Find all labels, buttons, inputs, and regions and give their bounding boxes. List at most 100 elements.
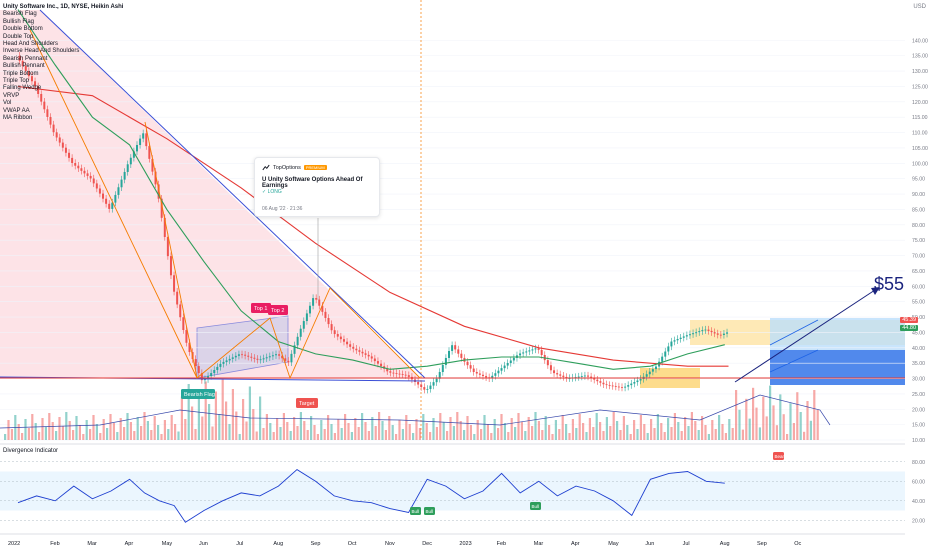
legend-item[interactable]: Double Bottom — [3, 26, 43, 33]
volume-bar — [429, 432, 432, 440]
candle-body — [256, 358, 259, 360]
volume-bar — [694, 421, 697, 440]
volume-bar — [789, 403, 792, 440]
top-2-label: Top 2 — [271, 308, 284, 314]
volume-bar — [354, 418, 357, 440]
candle-body — [135, 144, 138, 152]
candle-body — [157, 184, 160, 199]
candle-body — [241, 354, 244, 356]
volume-bar — [327, 415, 330, 440]
candle-body — [182, 317, 185, 331]
top-1-label-box — [251, 303, 271, 313]
volume-bar — [738, 409, 741, 440]
legend-item[interactable]: Triple Top — [3, 78, 30, 85]
candle-body — [74, 163, 77, 166]
volume-bar — [146, 421, 149, 440]
candle-body — [562, 375, 565, 377]
candle-body — [429, 385, 432, 389]
candle-body — [466, 361, 469, 366]
volume-bar — [707, 434, 710, 440]
idea-headline[interactable]: U Unity Software Options Ahead Of Earnin… — [262, 177, 363, 189]
volume-bar — [650, 419, 653, 440]
target-label: Target — [299, 401, 315, 407]
price-tick-label: 20.00 — [912, 407, 925, 413]
candle-body — [216, 366, 219, 370]
medium-moving-average — [17, 9, 725, 370]
volume-bar — [391, 425, 394, 440]
legend-item[interactable]: Double Top — [3, 33, 34, 40]
volume-bar — [731, 428, 734, 440]
volume-bar — [129, 422, 132, 440]
legend-item[interactable]: VWAP AA — [3, 107, 30, 114]
candle-body — [500, 368, 503, 371]
legend-item[interactable]: Bullish Flag — [3, 18, 35, 25]
volume-bar — [510, 418, 513, 440]
volume-bar — [347, 423, 350, 440]
candle-body — [525, 351, 528, 353]
price-tick-label: 25.00 — [912, 392, 925, 398]
volume-bar — [310, 416, 313, 440]
candle-body — [336, 334, 339, 337]
volume-bar — [476, 420, 479, 440]
volume-bar — [473, 434, 476, 440]
volume-bar — [38, 432, 41, 440]
candle-body — [92, 178, 95, 184]
candle-body — [278, 354, 281, 356]
idea-card[interactable]: TopOptions PREMIUM U Unity Software Opti… — [254, 157, 380, 217]
candle-body — [620, 387, 623, 388]
legend-item[interactable]: Bullish Pennant — [3, 63, 45, 70]
legend-item[interactable]: Falling Wedge — [3, 85, 42, 92]
legend-item[interactable]: Inverse Head And Shoulders — [3, 48, 80, 55]
volume-bar — [211, 426, 214, 440]
volume-bar — [636, 429, 639, 440]
candle-body — [654, 366, 657, 370]
volume-bar — [677, 422, 680, 440]
legend-item[interactable]: Triple Bottom — [3, 70, 39, 77]
volume-bar — [639, 415, 642, 440]
volume-bar — [796, 392, 799, 440]
candle-body — [695, 332, 698, 334]
candle-body — [333, 330, 336, 335]
candle-body — [704, 329, 707, 331]
volume-bar — [255, 431, 258, 440]
volume-bar — [653, 428, 656, 440]
volume-bar — [357, 427, 360, 440]
idea-author[interactable]: TopOptions — [273, 164, 301, 171]
candle-body — [151, 158, 154, 172]
legend-item[interactable]: Bearish Flag — [3, 11, 37, 18]
candle-body — [237, 354, 240, 356]
candle-body — [287, 360, 290, 363]
volume-bar — [323, 429, 326, 440]
volume-bar — [517, 413, 520, 440]
volume-bar — [41, 418, 44, 440]
candle-body — [568, 378, 571, 379]
candle-body — [726, 332, 729, 334]
volume-bar — [306, 430, 309, 440]
volume-bar — [320, 420, 323, 440]
candle-body — [364, 353, 367, 355]
volume-bar — [701, 416, 704, 440]
legend-item[interactable]: VRVP — [3, 92, 20, 99]
candle-body — [661, 356, 664, 362]
legend-item[interactable]: Head And Shoulders — [3, 41, 59, 48]
legend-item[interactable]: Bearish Pennant — [3, 55, 48, 62]
legend-item[interactable]: Vol — [3, 100, 12, 107]
volume-bar — [187, 384, 190, 440]
candle-body — [95, 183, 98, 189]
legend-item[interactable]: MA Ribbon — [3, 115, 33, 122]
volume-bar — [452, 426, 455, 440]
legend-title: Unity Software Inc., 1D, NYSE, Heikin As… — [3, 4, 124, 10]
volume-bar — [772, 405, 775, 440]
volume-bar — [422, 414, 425, 440]
candle-body — [370, 356, 373, 359]
volume-bar — [626, 425, 629, 440]
candle-body — [713, 332, 716, 334]
volume-bar — [388, 416, 391, 440]
candle-body — [324, 311, 327, 318]
candle-body — [376, 361, 379, 364]
volume-bar — [435, 427, 438, 440]
top-2-label-box — [268, 305, 288, 315]
volume-bar — [704, 425, 707, 440]
candle-body — [596, 379, 599, 382]
